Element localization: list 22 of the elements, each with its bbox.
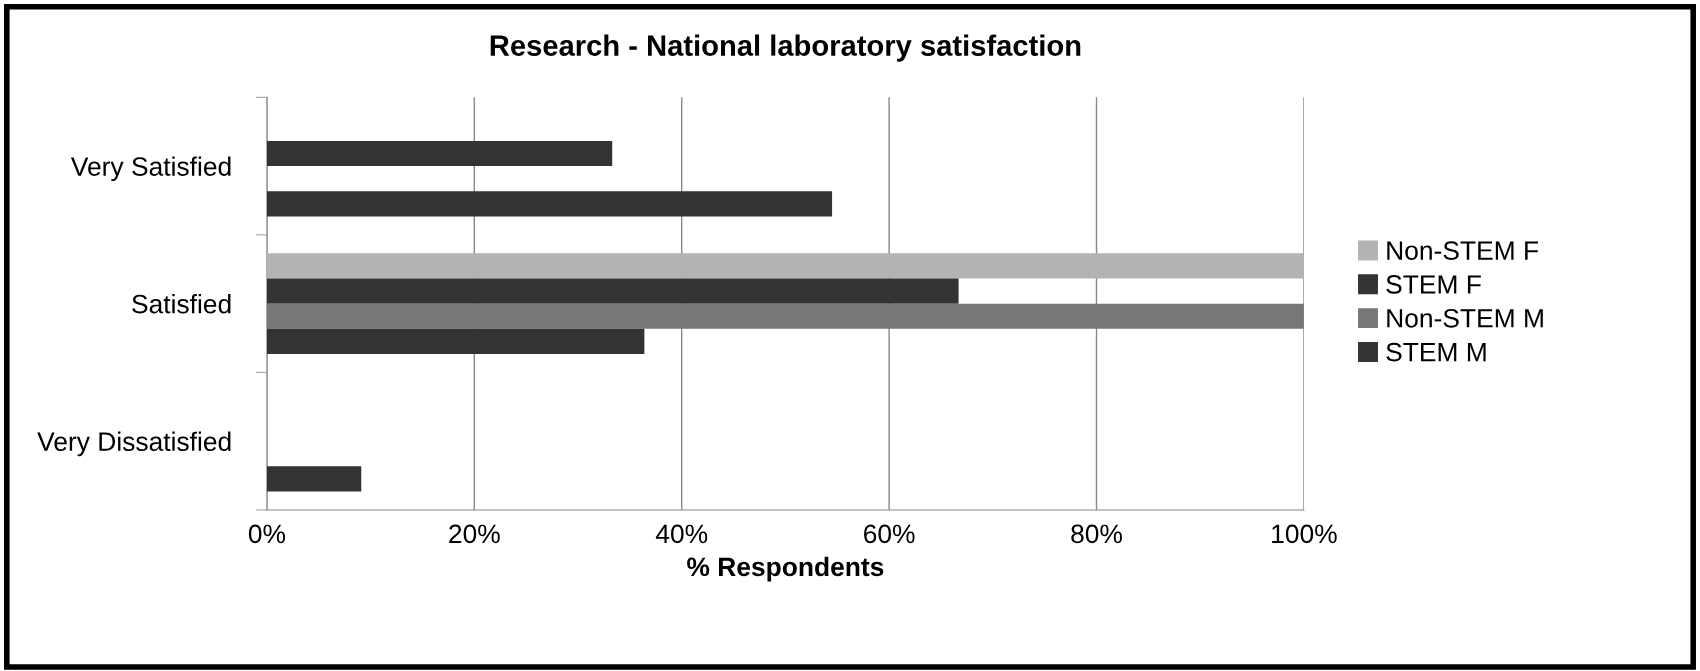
x-tick-label: 100%	[1272, 524, 1337, 544]
bar	[266, 303, 1304, 329]
legend-label: STEM F	[1386, 275, 1481, 294]
x-tick-label: 40%	[655, 524, 708, 544]
x-tick-label: 0%	[248, 524, 286, 544]
x-axis-title: % Respondents	[687, 556, 884, 582]
bar	[266, 191, 833, 217]
y-tick-label: Very Satisfied	[70, 156, 231, 182]
legend-label: STEM M	[1386, 342, 1486, 362]
legend-label: Non-STEM F	[1387, 241, 1539, 260]
chart-title: Research - National laboratory satisfaction	[490, 34, 1081, 62]
x-tick-label: 60%	[864, 524, 915, 544]
bar	[266, 328, 645, 354]
bar	[266, 253, 1304, 279]
legend-label: Non-STEM M	[1387, 308, 1543, 328]
bar	[266, 140, 613, 167]
x-tick-label: 80%	[1071, 524, 1122, 544]
x-tick-label: 20%	[449, 524, 500, 544]
bar	[266, 466, 362, 492]
y-tick-label: Satisfied	[132, 294, 231, 314]
y-tick-label: Very Dissatisfied	[37, 431, 231, 457]
bar	[266, 278, 959, 304]
